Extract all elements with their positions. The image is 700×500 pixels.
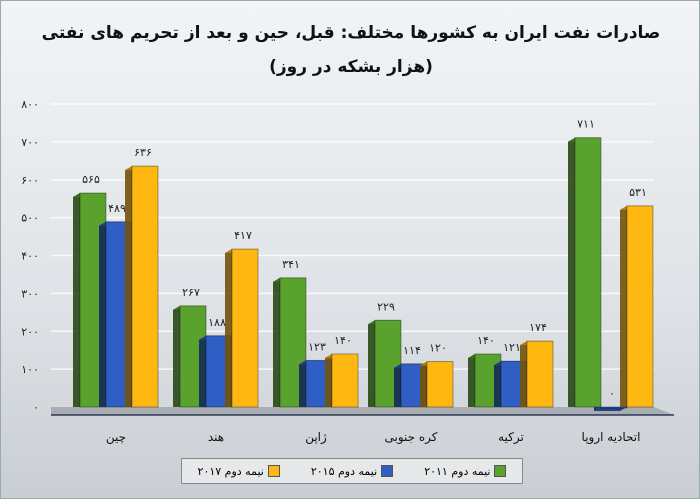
bar-side <box>568 137 575 408</box>
bar-side <box>468 353 475 407</box>
y-tick-label: ۰ <box>33 401 39 414</box>
bar-side <box>368 320 375 407</box>
chart-floor <box>51 407 674 415</box>
data-label: ۱۲۳ <box>308 340 326 353</box>
bar <box>600 406 628 409</box>
y-tick-label: ۱۰۰ <box>21 363 39 376</box>
x-tick-label: هند <box>208 430 224 444</box>
y-tick-label: ۸۰۰ <box>21 98 39 111</box>
bar-side <box>494 361 501 407</box>
bar-side <box>299 360 306 407</box>
bar <box>426 361 454 408</box>
bar-side <box>420 361 427 407</box>
legend-label: نیمه دوم ۲۰۱۵ <box>310 464 378 478</box>
bar <box>231 248 259 408</box>
legend-item-2011: نیمه دوم ۲۰۱۱ <box>424 464 507 478</box>
data-label: ۱۴۰ <box>334 334 352 347</box>
chart-title: صادرات نفت ایران به کشورها مختلف: قبل، ح… <box>41 23 661 43</box>
data-label: ۱۷۴ <box>529 321 547 334</box>
data-label: ۱۲۰ <box>429 342 447 355</box>
legend-label: نیمه دوم ۲۰۱۱ <box>424 464 491 478</box>
bar-side <box>99 221 106 407</box>
x-tick-label: اتحادیه اروپا <box>582 430 641 445</box>
bar-side <box>520 341 527 407</box>
x-tick-label: ترکیه <box>498 430 524 445</box>
legend-swatch <box>494 465 507 477</box>
bar-side <box>273 277 280 407</box>
bar <box>526 340 554 408</box>
data-label: ۱۲۱ <box>503 341 521 354</box>
bar <box>574 137 602 408</box>
y-tick-label: ۵۰۰ <box>21 212 39 225</box>
x-tick-label: ژاپن <box>305 430 327 445</box>
bar-side <box>73 193 80 407</box>
data-label: ۳۴۱ <box>282 258 300 271</box>
legend-swatch <box>381 465 394 477</box>
bar-side <box>394 363 401 407</box>
bar-side <box>620 205 627 407</box>
legend-swatch <box>267 465 280 477</box>
bar <box>331 353 359 408</box>
data-label: ۷۱۱ <box>577 118 595 131</box>
x-tick-label: کره جنوبی <box>384 430 437 445</box>
data-label: ۱۸۸ <box>208 316 226 329</box>
legend-item-2015: نیمه دوم ۲۰۱۵ <box>310 464 394 478</box>
data-label: ۵۶۵ <box>82 173 100 186</box>
data-label: ۵۳۱ <box>629 186 647 199</box>
legend-label: نیمه دوم ۲۰۱۷ <box>197 464 264 478</box>
data-label: ۰ <box>609 387 615 400</box>
data-label: ۶۳۶ <box>134 146 152 159</box>
data-label: ۴۱۷ <box>234 229 252 242</box>
y-tick-label: ۴۰۰ <box>21 250 39 263</box>
data-label: ۱۱۴ <box>403 344 421 357</box>
data-label: ۲۲۹ <box>377 300 395 313</box>
x-tick-label: چین <box>106 430 126 445</box>
bar-side <box>199 335 206 407</box>
y-tick-label: ۲۰۰ <box>21 325 39 338</box>
bar <box>279 277 307 408</box>
bar-side <box>173 305 180 407</box>
bar-side <box>225 249 232 407</box>
bar <box>131 165 159 408</box>
data-label: ۴۸۹ <box>108 202 126 215</box>
legend: نیمه دوم ۲۰۱۱ نیمه دوم ۲۰۱۵ نیمه دوم ۲۰۱… <box>181 458 523 484</box>
y-tick-label: ۳۰۰ <box>21 287 39 300</box>
bar-side <box>325 353 332 407</box>
data-label: ۱۴۰ <box>477 334 495 347</box>
y-tick-label: ۶۰۰ <box>21 174 39 187</box>
chart-subtitle: (هزار بشکه در روز) <box>269 57 433 77</box>
bar <box>626 205 654 408</box>
y-tick-label: ۷۰۰ <box>21 136 39 149</box>
bar-side <box>125 166 132 407</box>
data-label: ۲۶۷ <box>182 286 200 299</box>
legend-item-2017: نیمه دوم ۲۰۱۷ <box>198 465 280 478</box>
